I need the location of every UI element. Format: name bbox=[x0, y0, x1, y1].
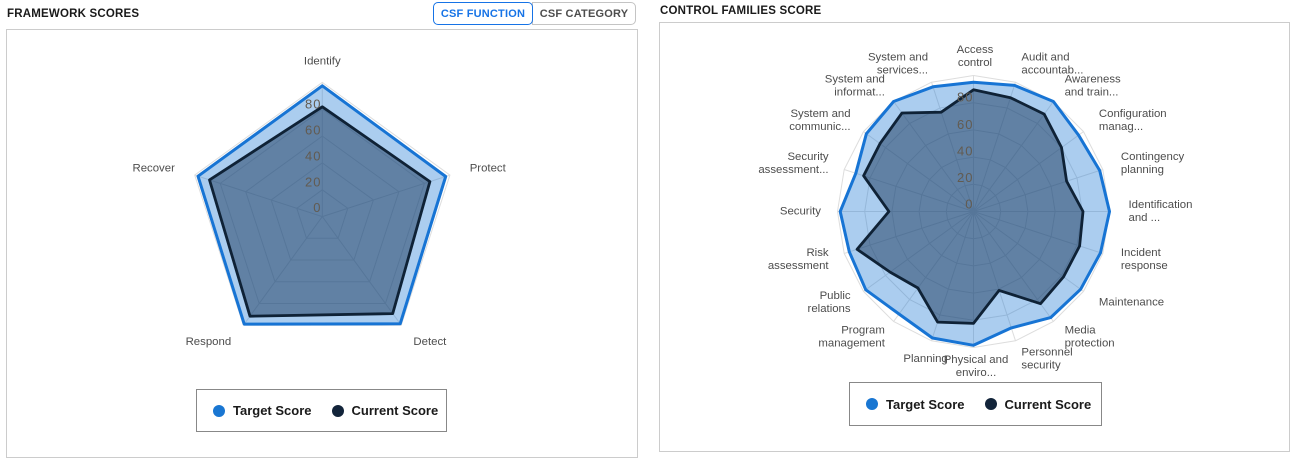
svg-text:Configuration: Configuration bbox=[1099, 108, 1167, 120]
svg-text:Access: Access bbox=[957, 44, 994, 56]
svg-text:protection: protection bbox=[1065, 337, 1115, 349]
svg-text:Identify: Identify bbox=[304, 56, 341, 68]
svg-text:Recover: Recover bbox=[132, 163, 175, 175]
svg-text:planning: planning bbox=[1121, 164, 1164, 176]
svg-text:Program: Program bbox=[841, 324, 885, 336]
svg-text:40: 40 bbox=[957, 144, 973, 159]
svg-text:enviro...: enviro... bbox=[956, 367, 997, 379]
svg-text:System and: System and bbox=[868, 52, 928, 64]
svg-text:assessment: assessment bbox=[768, 260, 830, 272]
svg-text:manag...: manag... bbox=[1099, 121, 1143, 133]
svg-text:Audit and: Audit and bbox=[1021, 52, 1069, 64]
svg-text:assessment...: assessment... bbox=[758, 164, 828, 176]
svg-text:accountab...: accountab... bbox=[1021, 65, 1083, 77]
svg-text:and train...: and train... bbox=[1065, 87, 1119, 99]
svg-text:Physical and: Physical and bbox=[944, 354, 1009, 366]
svg-text:Public: Public bbox=[820, 290, 851, 302]
svg-text:System and: System and bbox=[825, 74, 885, 86]
svg-text:Identification: Identification bbox=[1129, 199, 1193, 211]
svg-text:relations: relations bbox=[808, 303, 851, 315]
svg-text:Media: Media bbox=[1065, 324, 1097, 336]
svg-text:Awareness: Awareness bbox=[1065, 74, 1121, 86]
svg-text:Personnel: Personnel bbox=[1021, 346, 1072, 358]
svg-text:Incident: Incident bbox=[1121, 247, 1162, 259]
svg-text:response: response bbox=[1121, 260, 1168, 272]
svg-text:and ...: and ... bbox=[1129, 212, 1161, 224]
svg-text:Maintenance: Maintenance bbox=[1099, 297, 1164, 309]
svg-text:Planning: Planning bbox=[903, 353, 947, 365]
svg-text:40: 40 bbox=[305, 149, 321, 164]
svg-text:Security: Security bbox=[787, 151, 828, 163]
svg-text:System and: System and bbox=[790, 108, 850, 120]
svg-text:0: 0 bbox=[965, 196, 973, 211]
svg-text:80: 80 bbox=[957, 90, 973, 105]
svg-text:Protect: Protect bbox=[470, 163, 507, 175]
svg-text:Risk: Risk bbox=[806, 247, 828, 259]
svg-text:20: 20 bbox=[957, 170, 973, 185]
svg-text:60: 60 bbox=[957, 117, 973, 132]
svg-text:Security: Security bbox=[780, 206, 821, 218]
svg-text:Respond: Respond bbox=[186, 336, 232, 348]
svg-text:0: 0 bbox=[313, 200, 321, 215]
svg-text:communic...: communic... bbox=[789, 121, 850, 133]
svg-text:services...: services... bbox=[877, 65, 928, 77]
svg-text:control: control bbox=[958, 57, 992, 69]
svg-text:60: 60 bbox=[305, 123, 321, 138]
svg-text:Detect: Detect bbox=[413, 336, 447, 348]
svg-text:Contingency: Contingency bbox=[1121, 151, 1185, 163]
svg-text:security: security bbox=[1021, 359, 1061, 371]
svg-text:management: management bbox=[818, 337, 885, 349]
svg-text:informat...: informat... bbox=[834, 87, 885, 99]
svg-text:80: 80 bbox=[305, 96, 321, 111]
svg-text:20: 20 bbox=[305, 175, 321, 190]
